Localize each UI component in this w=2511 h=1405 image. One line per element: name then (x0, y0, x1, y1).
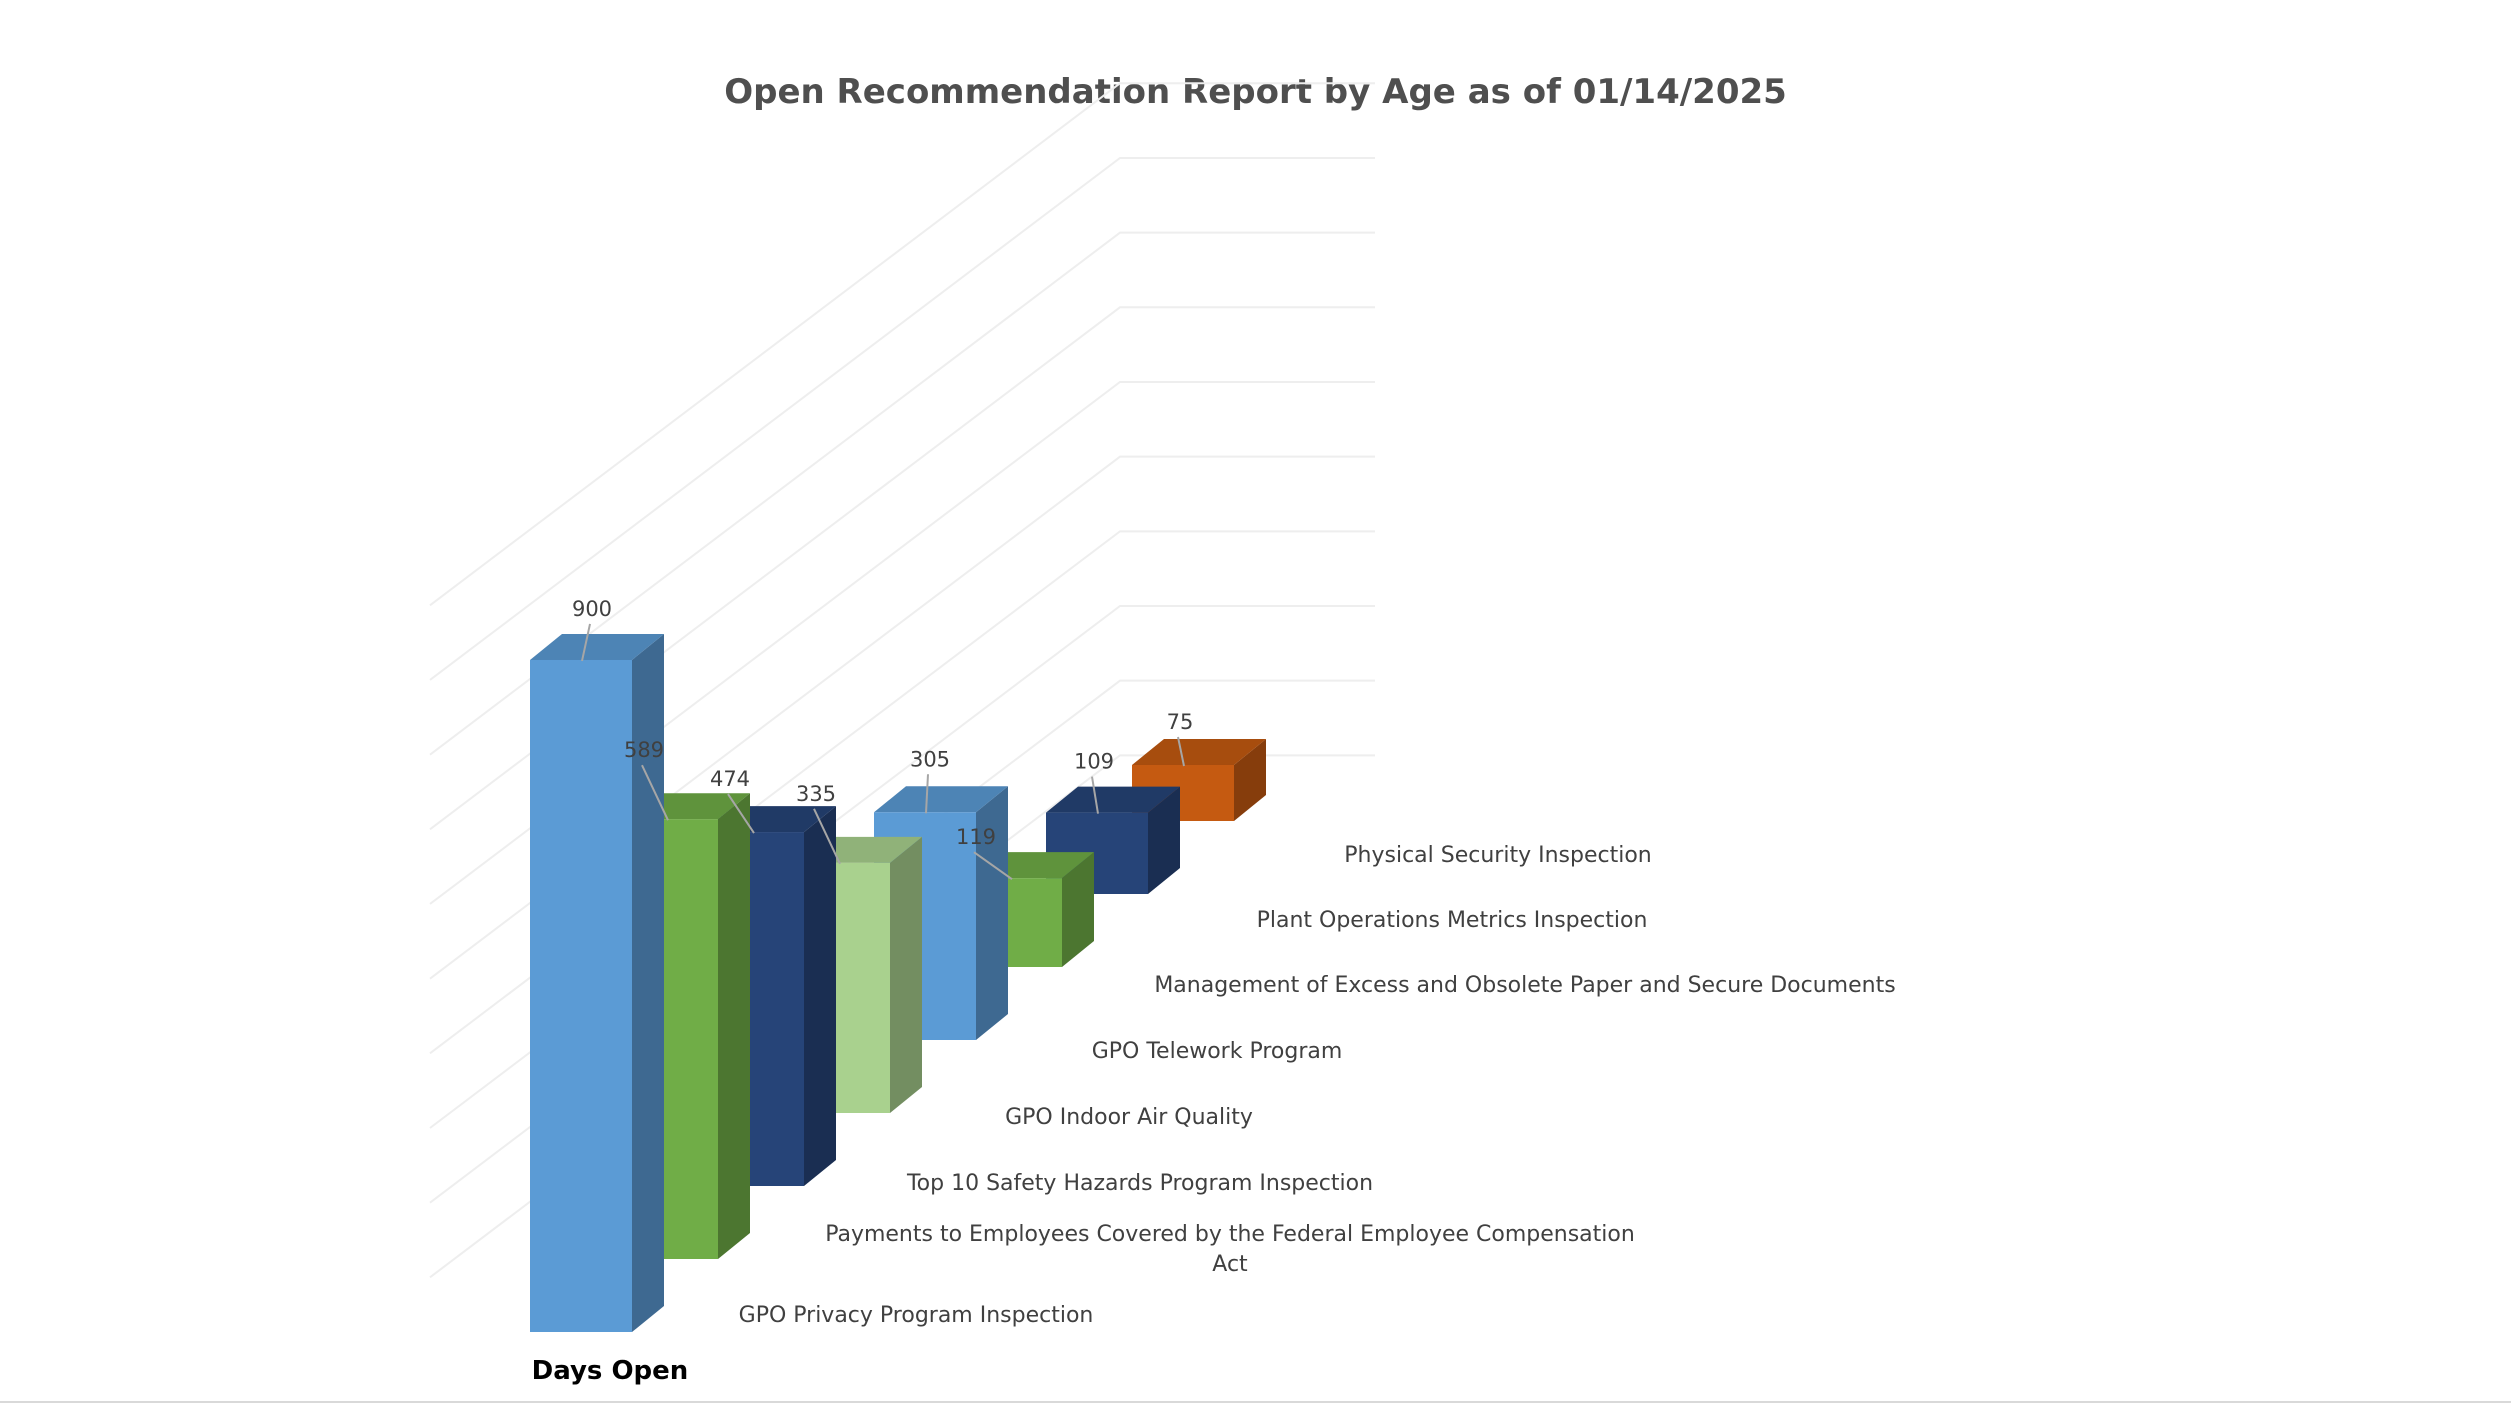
data-label: 335 (796, 782, 836, 806)
data-label-leader (925, 774, 929, 814)
category-label: GPO Privacy Program Inspection (739, 1303, 1094, 1328)
data-label: 305 (910, 747, 950, 771)
data-label: 474 (710, 767, 750, 791)
data-label-leader (1177, 736, 1185, 767)
series-axis-label: Days Open (531, 1356, 689, 1386)
data-label-leader (973, 851, 1013, 880)
bottom-border (0, 1401, 2511, 1403)
category-label: GPO Indoor Air Quality (1005, 1105, 1253, 1130)
gridline (429, 82, 1375, 607)
category-label: Management of Excess and Obsolete Paper … (1154, 973, 1895, 998)
category-label: GPO Telework Program (1092, 1039, 1343, 1064)
data-label: 900 (572, 597, 612, 621)
gridline (429, 231, 1375, 756)
category-label: Physical Security Inspection (1344, 843, 1651, 868)
data-label: 589 (624, 738, 664, 762)
data-label-leader (581, 623, 591, 662)
data-label-leader (813, 808, 841, 865)
bars (530, 633, 1266, 1332)
category-label: Plant Operations Metrics Inspection (1257, 908, 1648, 933)
data-label: 119 (956, 825, 996, 849)
gridline (429, 156, 1375, 681)
category-label: Payments to Employees Covered by the Fed… (825, 1222, 1635, 1277)
bar (530, 633, 664, 1332)
data-label-leader (641, 764, 669, 821)
data-label: 109 (1074, 750, 1114, 774)
data-label-leader (1091, 776, 1099, 814)
category-labels: GPO Privacy Program Inspection Payments t… (739, 843, 1896, 1328)
chart-title: Open Recommendation Report by Age as of … (724, 72, 1787, 112)
bar (1132, 738, 1266, 821)
data-labels: 900 589 474 335 305 119 109 75 (572, 597, 1194, 880)
data-label: 75 (1167, 710, 1194, 734)
data-label-leader (727, 793, 755, 834)
category-label: Top 10 Safety Hazards Program Inspection (906, 1171, 1373, 1196)
